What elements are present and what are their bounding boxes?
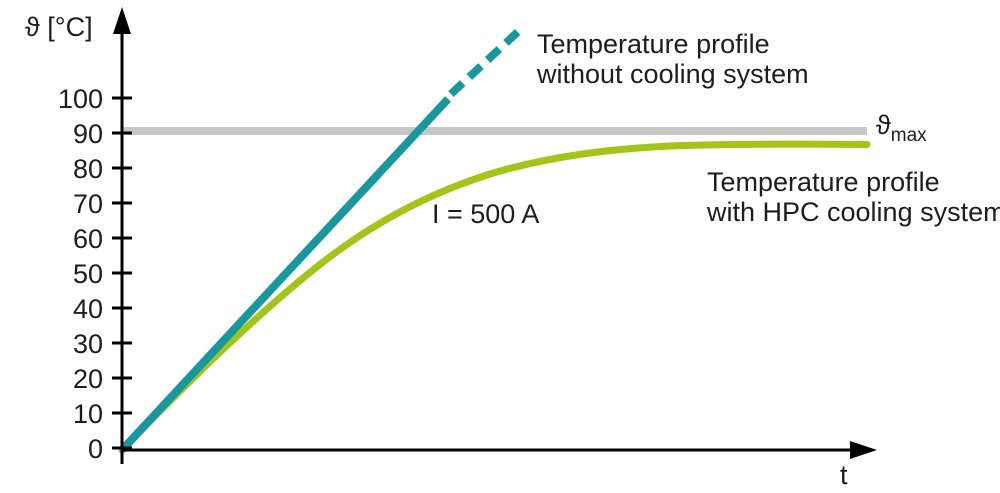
- without-cooling-label-line2: without cooling system: [536, 59, 809, 89]
- y-axis-tick-label: 80: [73, 154, 103, 184]
- y-axis-tick-label: 40: [73, 294, 103, 324]
- y-axis-tick-label: 20: [73, 364, 103, 394]
- current-annotation: I = 500 A: [432, 199, 539, 229]
- without-cooling-line-dashed: [448, 24, 526, 97]
- x-axis-title: t: [840, 460, 848, 490]
- y-axis-tick-label: 10: [73, 399, 103, 429]
- without-cooling-label-line1: Temperature profile: [537, 29, 770, 59]
- x-axis-arrow-icon: [850, 441, 877, 459]
- y-axis-tick-label: 0: [88, 434, 103, 464]
- y-axis-title: ϑ [°C]: [25, 12, 93, 42]
- y-axis-tick-label: 70: [73, 189, 103, 219]
- y-axis-tick-label: 60: [73, 224, 103, 254]
- y-axis-tick-label: 100: [58, 84, 103, 114]
- without-cooling-line-solid: [119, 96, 451, 453]
- y-axis-ticks: 0 10 20 30 40 50 60 70 80 90 100: [58, 84, 132, 464]
- y-axis-tick-label: 90: [73, 119, 103, 149]
- with-cooling-curve: [118, 140, 871, 454]
- y-axis-tick-label: 30: [73, 329, 103, 359]
- y-axis-tick-label: 50: [73, 259, 103, 289]
- y-axis-arrow-icon: [113, 7, 131, 34]
- with-cooling-label-line2: with HPC cooling system: [706, 197, 1000, 227]
- theta-max-label: ϑmax: [876, 110, 927, 146]
- with-cooling-label-line1: Temperature profile: [707, 167, 940, 197]
